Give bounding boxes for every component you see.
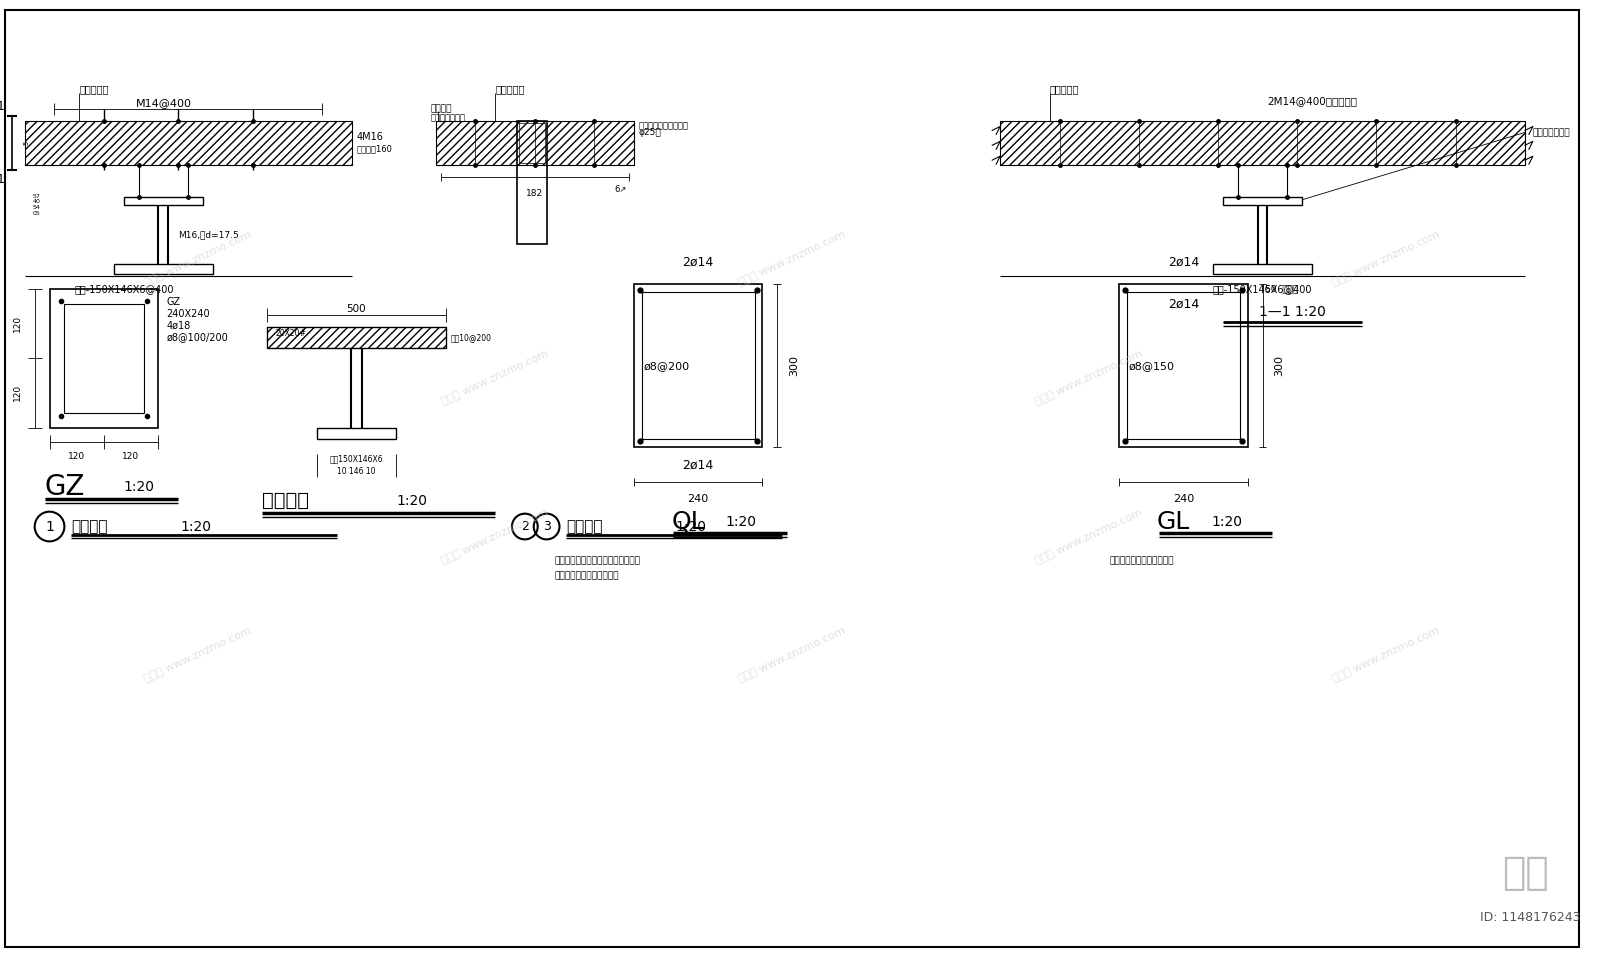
- Text: M14@400: M14@400: [136, 98, 192, 108]
- Text: 知末网 www.znzmo.com: 知末网 www.znzmo.com: [142, 626, 253, 684]
- Bar: [435, 121, 634, 166]
- Text: 节点详图: 节点详图: [72, 519, 107, 534]
- Text: M16,孔d=17.5: M16,孔d=17.5: [178, 230, 238, 239]
- Text: φ25钢: φ25钢: [638, 128, 661, 137]
- Text: 1:20: 1:20: [181, 520, 211, 533]
- Text: 2ø14: 2ø14: [1168, 298, 1198, 310]
- Text: 5: 5: [24, 140, 30, 145]
- Text: 缀板-150X146X6@400: 缀板-150X146X6@400: [74, 284, 173, 294]
- Text: 2M14@400之字形排列: 2M14@400之字形排列: [1267, 96, 1357, 105]
- Bar: [634, 284, 763, 447]
- Text: 知末网 www.znzmo.com: 知末网 www.znzmo.com: [142, 230, 253, 288]
- Text: 10 146 10: 10 146 10: [338, 467, 376, 476]
- Text: 注：圈梁标高由导轨支架布置图确定: 注：圈梁标高由导轨支架布置图确定: [555, 557, 640, 566]
- Text: 节点详图: 节点详图: [566, 519, 603, 534]
- Text: 3: 3: [542, 520, 550, 533]
- Text: ø8@100/200: ø8@100/200: [166, 332, 229, 343]
- Text: 240: 240: [1173, 494, 1194, 503]
- Text: 1:20: 1:20: [1211, 515, 1242, 528]
- Text: 知末网 www.znzmo.com: 知末网 www.znzmo.com: [440, 348, 550, 408]
- Text: 1: 1: [45, 520, 54, 533]
- Bar: [642, 292, 755, 439]
- Bar: [1000, 121, 1525, 166]
- Bar: [123, 197, 203, 205]
- Text: 4ø18: 4ø18: [166, 321, 190, 330]
- Text: 如果圈梁遇到门口，应断开: 如果圈梁遇到门口，应断开: [555, 571, 619, 581]
- Text: 1:20: 1:20: [123, 479, 155, 494]
- Text: GL: GL: [1157, 509, 1190, 534]
- Text: 补强钉筋: 补强钉筋: [262, 491, 309, 510]
- Bar: [1126, 292, 1240, 439]
- Text: 57
40
54
05: 57 40 54 05: [32, 193, 40, 216]
- Bar: [1118, 284, 1248, 447]
- Text: 20X20#: 20X20#: [275, 329, 306, 338]
- Text: 原混凝土板: 原混凝土板: [1050, 84, 1078, 94]
- Bar: [517, 121, 547, 244]
- Text: 4M16: 4M16: [357, 132, 384, 143]
- Text: 2: 2: [522, 520, 528, 533]
- Bar: [267, 326, 446, 348]
- Text: 知末网 www.znzmo.com: 知末网 www.znzmo.com: [1331, 230, 1442, 288]
- Text: 知末网 www.znzmo.com: 知末网 www.znzmo.com: [1034, 507, 1144, 566]
- Bar: [1222, 197, 1302, 205]
- Text: 知末网 www.znzmo.com: 知末网 www.znzmo.com: [1331, 626, 1442, 684]
- Text: 1: 1: [0, 173, 5, 186]
- Text: 120: 120: [13, 385, 22, 401]
- Bar: [50, 289, 158, 428]
- Bar: [518, 122, 544, 163]
- Text: 300: 300: [1275, 355, 1285, 376]
- Text: 120: 120: [67, 453, 85, 461]
- Text: 120: 120: [122, 453, 139, 461]
- Text: 知末网 www.znzmo.com: 知末网 www.znzmo.com: [738, 230, 848, 288]
- Bar: [24, 121, 352, 166]
- Bar: [24, 121, 352, 166]
- Text: 知末网 www.znzmo.com: 知末网 www.znzmo.com: [440, 507, 550, 566]
- Text: 锚固长度160: 锚固长度160: [357, 145, 392, 154]
- Text: 1:20: 1:20: [397, 494, 427, 508]
- Text: 原混凝土板: 原混凝土板: [494, 84, 525, 94]
- Text: 1:20: 1:20: [726, 515, 757, 528]
- Text: QL: QL: [672, 509, 706, 534]
- Text: 2ø14: 2ø14: [683, 458, 714, 472]
- Bar: [1000, 121, 1525, 166]
- Text: 1—1 1:20: 1—1 1:20: [1259, 304, 1326, 319]
- Text: 注：过梁应沿墙体通长布置: 注：过梁应沿墙体通长布置: [1109, 557, 1173, 566]
- Text: ø8@150: ø8@150: [1130, 361, 1174, 371]
- Text: 顶面座乳胶水泥: 顶面座乳胶水泥: [430, 113, 466, 122]
- Bar: [1213, 264, 1312, 274]
- Bar: [435, 121, 634, 166]
- Text: GZ: GZ: [166, 297, 181, 307]
- Text: 2ø14: 2ø14: [683, 256, 714, 269]
- Text: 1:20: 1:20: [675, 520, 706, 533]
- Bar: [317, 428, 397, 439]
- Text: 顶部座乳胶水泥: 顶部座乳胶水泥: [1533, 128, 1571, 137]
- Text: 6↗: 6↗: [614, 186, 626, 194]
- Text: 原混凝土板: 原混凝土板: [80, 84, 109, 94]
- Text: ø8@200: ø8@200: [643, 361, 690, 371]
- Text: 洞口边缘: 洞口边缘: [430, 104, 453, 113]
- Text: 120: 120: [13, 315, 22, 332]
- Bar: [114, 264, 213, 274]
- Text: 知末网 www.znzmo.com: 知末网 www.znzmo.com: [738, 626, 848, 684]
- Text: 500: 500: [347, 303, 366, 314]
- Text: 箍筋10@200: 箍筋10@200: [451, 333, 491, 342]
- Bar: [64, 303, 144, 412]
- Text: 缀板150X146X6: 缀板150X146X6: [330, 455, 384, 464]
- Text: 缀板-150X146X6@400: 缀板-150X146X6@400: [1213, 284, 1312, 294]
- Text: 锚板，底面座乳胶水泥: 锚板，底面座乳胶水泥: [638, 121, 688, 130]
- Text: ID: 1148176243: ID: 1148176243: [1480, 911, 1581, 924]
- Text: 240X240: 240X240: [166, 309, 210, 319]
- Bar: [267, 326, 446, 348]
- Text: 50  连接板: 50 连接板: [1264, 284, 1298, 294]
- Text: 240: 240: [688, 494, 709, 503]
- Text: GZ: GZ: [45, 473, 85, 501]
- Text: 1: 1: [0, 100, 5, 113]
- Text: 182: 182: [526, 189, 544, 198]
- Text: 300: 300: [789, 355, 800, 376]
- Text: 知末网 www.znzmo.com: 知末网 www.znzmo.com: [1034, 348, 1144, 408]
- Text: 2ø14: 2ø14: [1168, 256, 1198, 269]
- Text: 知末: 知末: [1501, 854, 1549, 892]
